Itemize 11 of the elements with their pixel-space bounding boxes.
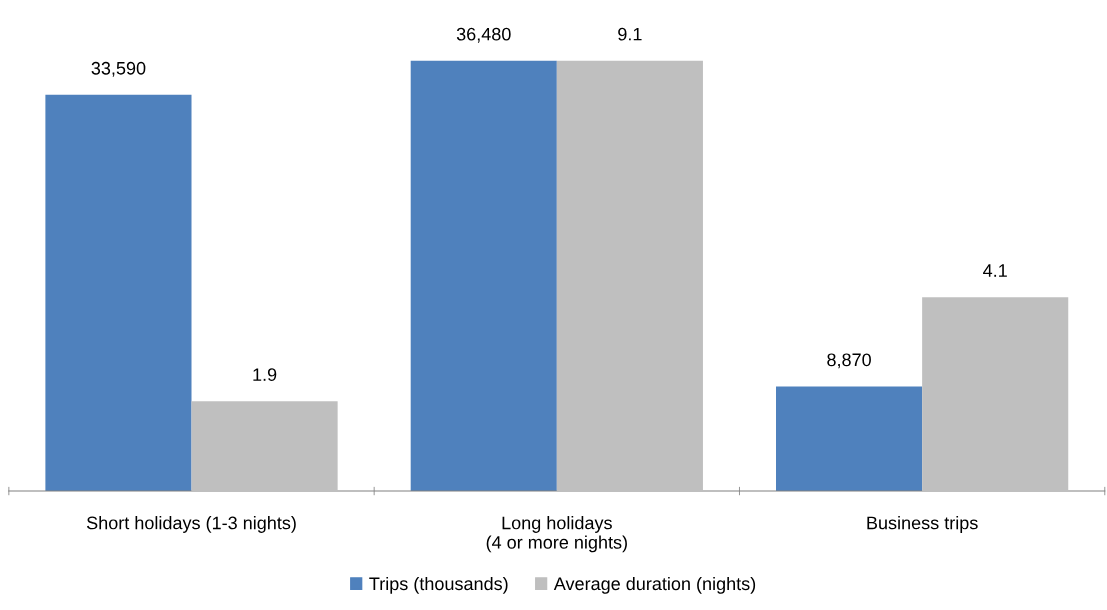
legend-label: Trips (thousands): [369, 576, 508, 594]
data-label: 33,590: [91, 61, 146, 77]
x-tick-label: Business trips: [867, 516, 978, 533]
data-label: 4.1: [983, 264, 1007, 277]
data-label: 9.1: [618, 27, 642, 41]
x-tick-label: Long holidays (4 or more nights): [486, 516, 627, 553]
legend-label: Average duration (nights): [553, 576, 756, 594]
x-tick-label: Short holidays (1-3 nights): [86, 516, 296, 533]
data-label: 36,480: [456, 27, 511, 43]
data-label: 1.9: [253, 368, 277, 381]
data-label: 8,870: [827, 353, 871, 369]
